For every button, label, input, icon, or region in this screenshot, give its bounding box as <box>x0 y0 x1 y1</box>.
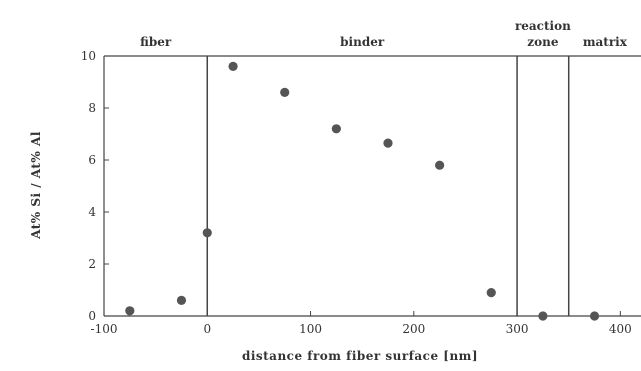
y-tick-label: 6 <box>88 153 96 167</box>
x-axis-label: distance from fiber surface [nm] <box>242 349 478 363</box>
y-axis-label: At% Si / At% Al <box>29 131 43 240</box>
x-tick-label: 400 <box>609 322 632 336</box>
x-tick-label: 200 <box>402 322 425 336</box>
region-boundaries <box>206 56 570 316</box>
data-point <box>176 295 187 305</box>
plot-frame <box>103 55 641 317</box>
y-tick-label: 10 <box>81 49 96 63</box>
x-tick-label: -100 <box>91 322 118 336</box>
x-tick-label: 100 <box>299 322 322 336</box>
y-tick-label: 4 <box>88 205 96 219</box>
region-labels: fiber binder reaction zone matrix <box>140 19 628 49</box>
region-label: fiber <box>140 35 172 49</box>
data-point <box>202 228 212 238</box>
data-point <box>280 87 290 97</box>
data-points <box>125 61 600 321</box>
data-point <box>383 138 393 148</box>
data-point <box>589 311 600 321</box>
data-point <box>538 311 548 321</box>
y-axis-ticks: 0 2 4 6 8 10 <box>81 49 109 323</box>
data-point <box>331 124 341 134</box>
y-tick-label: 0 <box>88 309 96 323</box>
x-tick-label: 300 <box>506 322 529 336</box>
region-label: binder <box>340 35 385 49</box>
y-tick-label: 8 <box>88 101 96 115</box>
x-axis-ticks: -100 0 100 200 300 400 <box>91 311 632 336</box>
x-tick-label: 0 <box>203 322 211 336</box>
region-label: matrix <box>583 35 628 49</box>
data-point <box>435 160 445 170</box>
region-label: reaction zone <box>515 19 571 49</box>
data-point <box>486 288 496 298</box>
data-point <box>228 61 238 71</box>
y-tick-label: 2 <box>88 257 96 271</box>
data-point <box>125 306 135 316</box>
